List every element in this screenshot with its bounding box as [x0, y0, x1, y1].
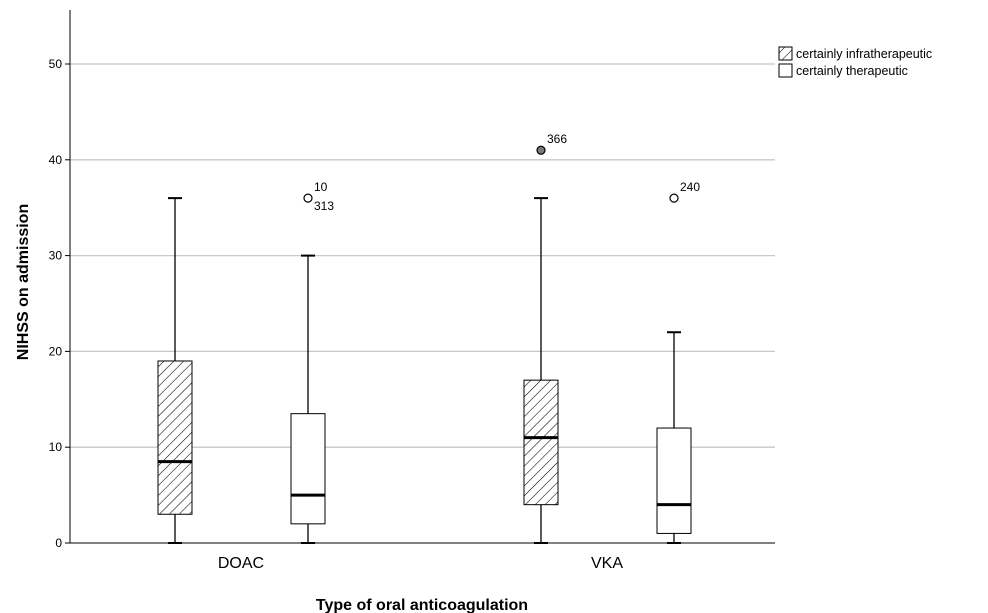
y-axis-title: NIHSS on admission [15, 204, 32, 360]
category-label-vka: VKA [591, 555, 623, 572]
category-labels: DOAC VKA [218, 555, 623, 572]
outlier-label: 366 [547, 132, 567, 146]
outlier-point [669, 193, 679, 203]
box-vka-infratherapeutic: 366 [523, 132, 567, 544]
iqr-box [290, 413, 326, 525]
outlier-label: 313 [314, 199, 334, 213]
legend-label: certainly therapeutic [796, 64, 908, 78]
iqr-box [157, 360, 193, 515]
y-tick-labels: 0 10 20 30 40 50 [49, 57, 70, 550]
box-doac-infratherapeutic [157, 197, 193, 544]
box-vka-therapeutic: 240 [656, 180, 700, 544]
y-tick-label: 30 [49, 249, 63, 263]
axes [69, 10, 775, 544]
outlier-label: 240 [680, 180, 700, 194]
category-label-doac: DOAC [218, 555, 264, 572]
outlier-label: 10 [314, 180, 328, 194]
outlier-point [303, 193, 313, 203]
legend-swatch [778, 63, 793, 78]
iqr-box [656, 427, 692, 534]
legend-label: certainly infratherapeutic [796, 47, 932, 61]
y-tick-label: 20 [49, 344, 63, 358]
iqr-box [523, 379, 559, 506]
legend: certainly infratherapeutic certainly ther… [778, 46, 932, 78]
x-axis-title: Type of oral anticoagulation [316, 597, 528, 613]
outlier-point [536, 145, 546, 155]
y-tick-label: 50 [49, 57, 63, 71]
y-tick-label: 40 [49, 153, 63, 167]
y-tick-label: 0 [55, 536, 62, 550]
legend-swatch [778, 46, 793, 61]
y-tick-label: 10 [49, 440, 63, 454]
